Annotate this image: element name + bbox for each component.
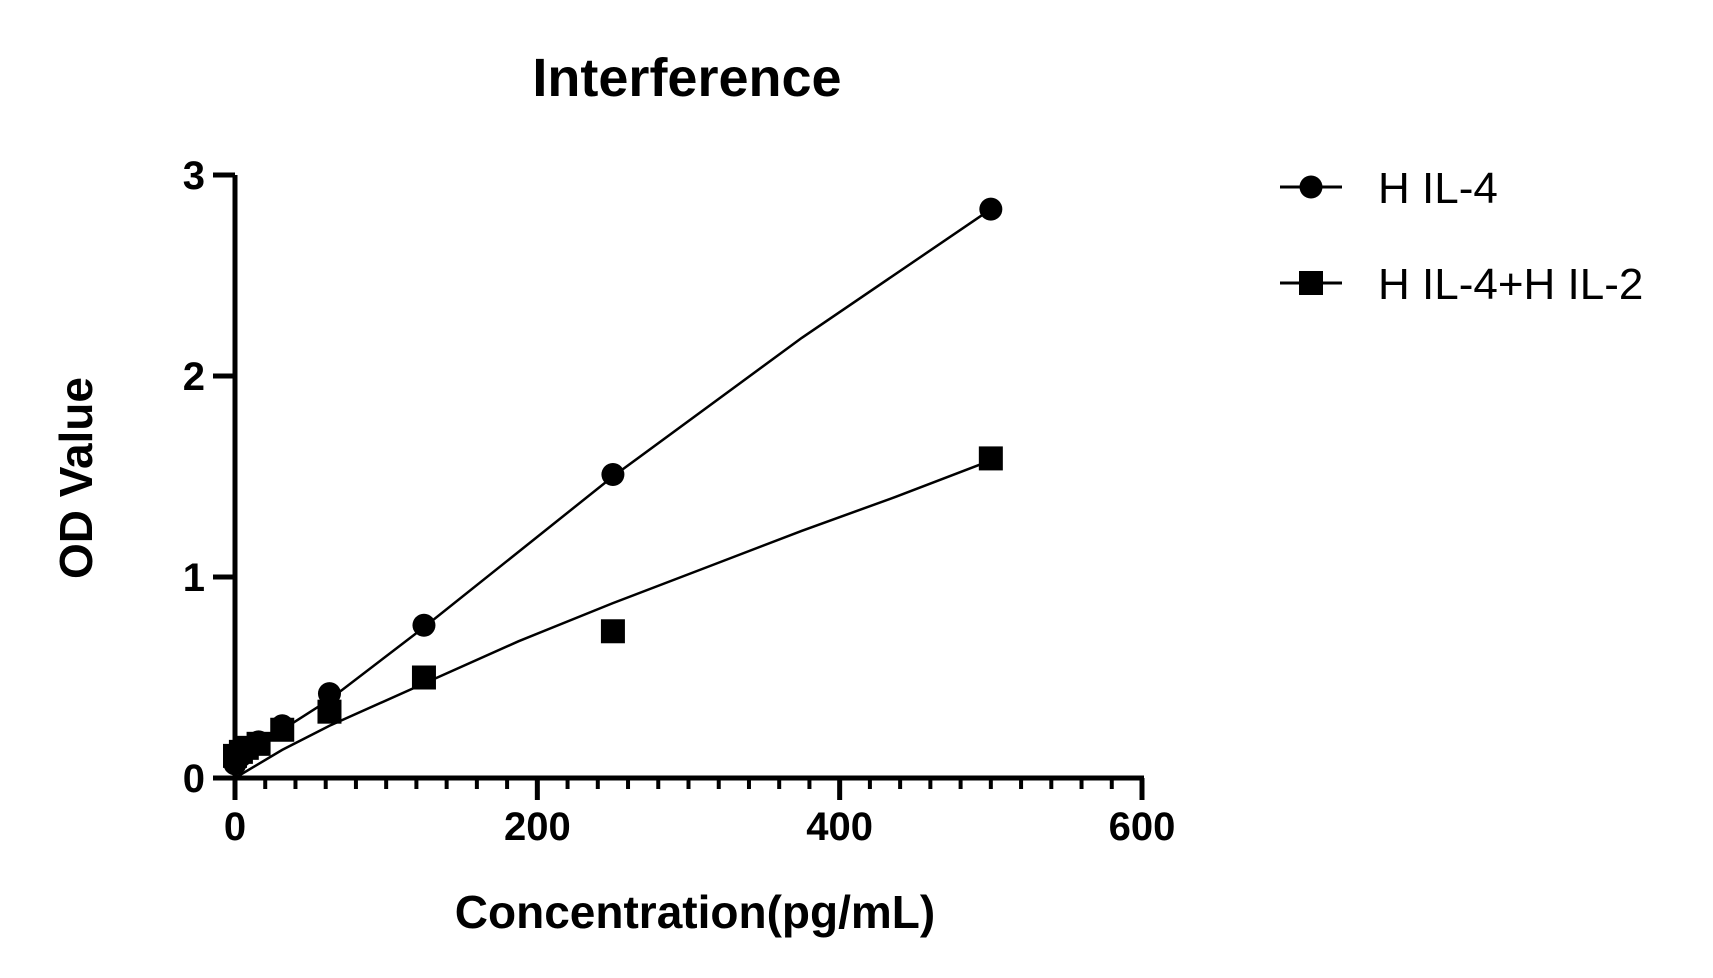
x-tick-label: 600 (1109, 805, 1176, 849)
y-tick-label: 2 (183, 355, 205, 399)
chart-title: Interference (532, 48, 841, 108)
series-2-point (246, 731, 271, 756)
series-2-fit-line (234, 459, 992, 780)
series-2-point (978, 446, 1003, 471)
plot-area: 0 200 400 600 0 1 2 3 (183, 154, 1176, 849)
x-tick-label: 400 (806, 805, 873, 849)
series-2-point (270, 717, 295, 742)
y-tick-label: 0 (183, 757, 205, 801)
series-2-point (317, 699, 342, 724)
y-tick-label: 3 (183, 154, 205, 198)
y-axis-title: OD Value (50, 377, 102, 579)
y-tick-label: 1 (183, 556, 205, 600)
x-tick-label: 200 (504, 805, 571, 849)
legend-label-1: H IL-4 (1378, 164, 1498, 213)
x-axis-title: Concentration(pg/mL) (455, 886, 935, 938)
legend: H IL-4 H IL-4+H IL-2 (1280, 164, 1643, 309)
series-1-point (601, 462, 625, 486)
series-2-point (600, 619, 625, 644)
series-1-point (412, 613, 436, 637)
series-1-fit-line (233, 208, 992, 769)
series-1-point (317, 682, 341, 706)
series-2-point (411, 665, 436, 690)
legend-marker-1 (1299, 175, 1323, 199)
legend-marker-2 (1299, 271, 1323, 295)
series-1-point (979, 197, 1003, 221)
legend-label-2: H IL-4+H IL-2 (1378, 260, 1643, 309)
x-tick-label: 0 (224, 805, 246, 849)
